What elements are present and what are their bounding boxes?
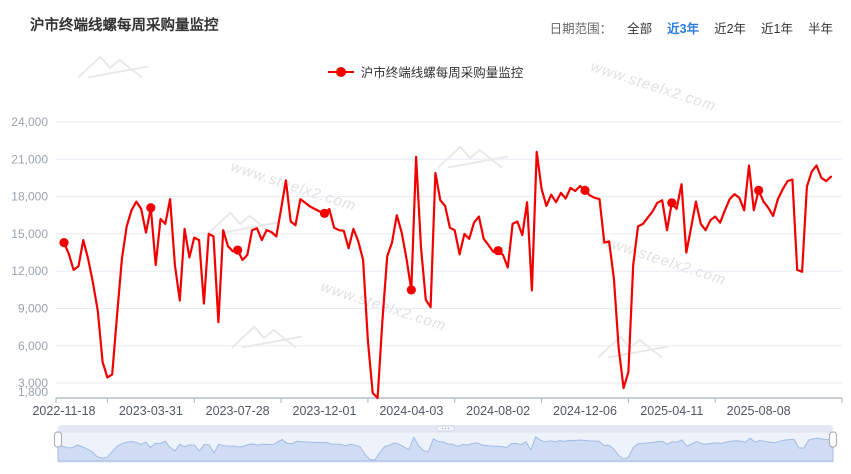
x-axis-label: 2023-12-01 <box>293 404 357 418</box>
marked-point <box>59 237 69 248</box>
y-axis-label: 3,000 <box>18 376 48 390</box>
y-axis-label: 15,000 <box>11 227 48 241</box>
marked-point <box>754 185 764 195</box>
slider-grip-dots-icon <box>447 427 450 430</box>
x-axis-label: 2023-03-31 <box>119 404 183 418</box>
logo-watermark-icon <box>231 325 303 349</box>
date-range-option-全部[interactable]: 全部 <box>627 22 653 36</box>
x-axis-label: 2025-04-11 <box>640 404 703 418</box>
x-axis-label: 2025-08-08 <box>727 404 791 418</box>
marked-point <box>493 246 503 256</box>
date-range-option-半年[interactable]: 半年 <box>807 22 833 36</box>
slider-grip-dots-icon <box>441 427 444 430</box>
marked-point <box>406 285 416 295</box>
date-range-option-近1年[interactable]: 近1年 <box>761 22 793 36</box>
date-range-option-近2年[interactable]: 近2年 <box>714 22 747 36</box>
date-range-selector: 日期范围： 全部 近3年 近2年 近1年 半年 <box>550 18 833 37</box>
series-line <box>62 150 833 400</box>
chart-legend[interactable]: 沪市终端线螺每周采购量监控 <box>0 62 851 81</box>
marked-point <box>667 198 677 208</box>
x-axis-label: 2024-08-02 <box>466 404 530 418</box>
marked-point <box>146 203 156 213</box>
y-axis-label: 6,000 <box>18 339 48 353</box>
marked-point <box>233 245 243 255</box>
slider-mini-area <box>57 436 834 462</box>
x-axis-label: 2024-04-03 <box>379 404 443 418</box>
y-axis-label: 24,000 <box>11 115 48 129</box>
y-axis-label: 9,000 <box>18 301 48 315</box>
y-axis-label: 21,000 <box>11 152 48 166</box>
slider-handle-left[interactable] <box>53 431 63 448</box>
slider-grip-dots-icon <box>444 427 447 430</box>
slider-handle-right[interactable] <box>828 431 838 448</box>
legend-line-dot-icon <box>327 66 354 77</box>
logo-watermark-icon <box>437 145 509 169</box>
logo-watermark-icon <box>597 335 669 359</box>
x-axis-label: 2022-11-18 <box>32 404 95 418</box>
marked-point <box>580 185 590 195</box>
page-title: 沪市终端线螺每周采购量监控 <box>30 18 219 34</box>
logo-watermark-icon <box>77 55 149 79</box>
y-axis-min-label: 1,800 <box>18 385 48 399</box>
date-range-options: 全部 近3年 近2年 近1年 半年 <box>627 18 833 37</box>
x-axis-label: 2024-12-06 <box>553 404 617 418</box>
x-axis-label: 2023-07-28 <box>206 404 270 418</box>
logo-watermark-icon <box>207 211 279 235</box>
legend-label: 沪市终端线螺每周采购量监控 <box>360 66 524 80</box>
date-range-label: 日期范围： <box>549 22 613 36</box>
y-axis-label: 18,000 <box>11 190 48 204</box>
marked-point <box>319 208 330 218</box>
date-range-option-近3年[interactable]: 近3年 <box>667 22 700 36</box>
y-axis-label: 12,000 <box>11 264 48 278</box>
